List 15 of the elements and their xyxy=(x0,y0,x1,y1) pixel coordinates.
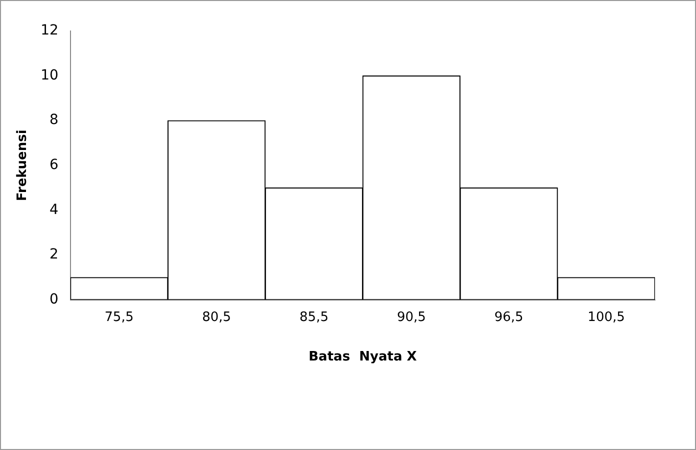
y-axis-title: Frekuensi xyxy=(15,130,30,202)
x-tick-label: 90,5 xyxy=(396,310,426,325)
y-tick-label: 12 xyxy=(40,22,58,39)
x-tick-label: 100,5 xyxy=(588,310,625,325)
y-tick-label: 10 xyxy=(40,67,58,84)
x-tick-label: 75,5 xyxy=(104,310,134,325)
x-axis-title: Batas Nyata X xyxy=(308,350,417,365)
y-tick-label: 2 xyxy=(49,246,58,263)
y-tick-label: 8 xyxy=(49,112,58,128)
y-tick-label: 0 xyxy=(49,291,58,308)
x-tick-label: 80,5 xyxy=(202,310,232,325)
x-tick-label: 85,5 xyxy=(300,310,328,325)
y-tick-label: 6 xyxy=(49,157,58,174)
x-tick-label: 96,5 xyxy=(494,310,524,325)
y-tick-label: 4 xyxy=(49,202,58,218)
